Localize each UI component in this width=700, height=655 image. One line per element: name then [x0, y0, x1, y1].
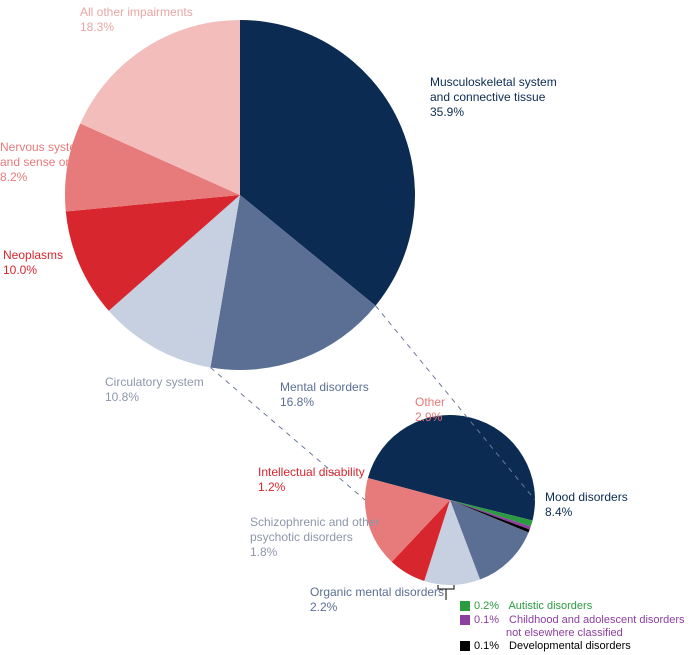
label-pct: 10.8% [105, 390, 204, 405]
label-pct: 1.2% [258, 480, 365, 495]
label-pct: 8.4% [545, 505, 628, 520]
main-label-musculoskeletal: Musculoskeletal systemand connective tis… [430, 75, 557, 120]
sub-label-intellectual: Intellectual disability1.2% [258, 465, 365, 495]
legend-label: not elsewhere classified [506, 627, 623, 639]
label-line: and connective tissue [430, 90, 557, 105]
legend-pct: 0.2% [474, 600, 506, 613]
tiny-legend-row: 0.1% Developmental disorders [460, 640, 631, 653]
label-line: Mood disorders [545, 490, 628, 505]
label-line: Mental disorders [280, 380, 369, 395]
label-pct: 35.9% [430, 105, 557, 120]
label-line: Musculoskeletal system [430, 75, 557, 90]
legend-pct: 0.1% [474, 640, 506, 653]
legend-swatch [460, 641, 470, 651]
sub-label-mood: Mood disorders8.4% [545, 490, 628, 520]
main-label-neoplasms: Neoplasms10.0% [3, 248, 63, 278]
label-pct: 1.8% [250, 545, 379, 560]
label-pct: 10.0% [3, 263, 63, 278]
legend-swatch [460, 615, 470, 625]
label-line: psychotic disorders [250, 530, 379, 545]
label-line: Schizophrenic and other [250, 515, 379, 530]
label-pct: 2.9% [415, 410, 445, 425]
sub-label-organic: Organic mental disorders2.2% [310, 585, 444, 615]
legend-swatch [460, 601, 470, 611]
legend-label: Developmental disorders [506, 640, 631, 652]
label-pct: 8.2% [0, 170, 95, 185]
label-line: Circulatory system [105, 375, 204, 390]
label-line: Neoplasms [3, 248, 63, 263]
label-pct: 16.8% [280, 395, 369, 410]
label-line: Organic mental disorders [310, 585, 444, 600]
label-line: All other impairments [80, 5, 193, 20]
label-line: Other [415, 395, 445, 410]
label-pct: 2.2% [310, 600, 444, 615]
legend-label: Childhood and adolescent disorders [506, 614, 685, 626]
main-label-nervous: Nervous systemand sense organs8.2% [0, 140, 95, 185]
label-line: Nervous system [0, 140, 95, 155]
legend-pct: 0.1% [474, 614, 506, 627]
label-line: Intellectual disability [258, 465, 365, 480]
label-pct: 18.3% [80, 20, 193, 35]
main-label-circulatory: Circulatory system10.8% [105, 375, 204, 405]
sub-label-subother: Other2.9% [415, 395, 445, 425]
tiny-legend-row: 0.1% Childhood and adolescent disordersn… [460, 614, 685, 640]
main-label-mental: Mental disorders16.8% [280, 380, 369, 410]
label-line: and sense organs [0, 155, 95, 170]
sub-label-schizo: Schizophrenic and otherpsychotic disorde… [250, 515, 379, 560]
tiny-legend-row: 0.2% Autistic disorders [460, 600, 592, 613]
legend-label: Autistic disorders [506, 600, 592, 612]
main-label-other: All other impairments18.3% [80, 5, 193, 35]
